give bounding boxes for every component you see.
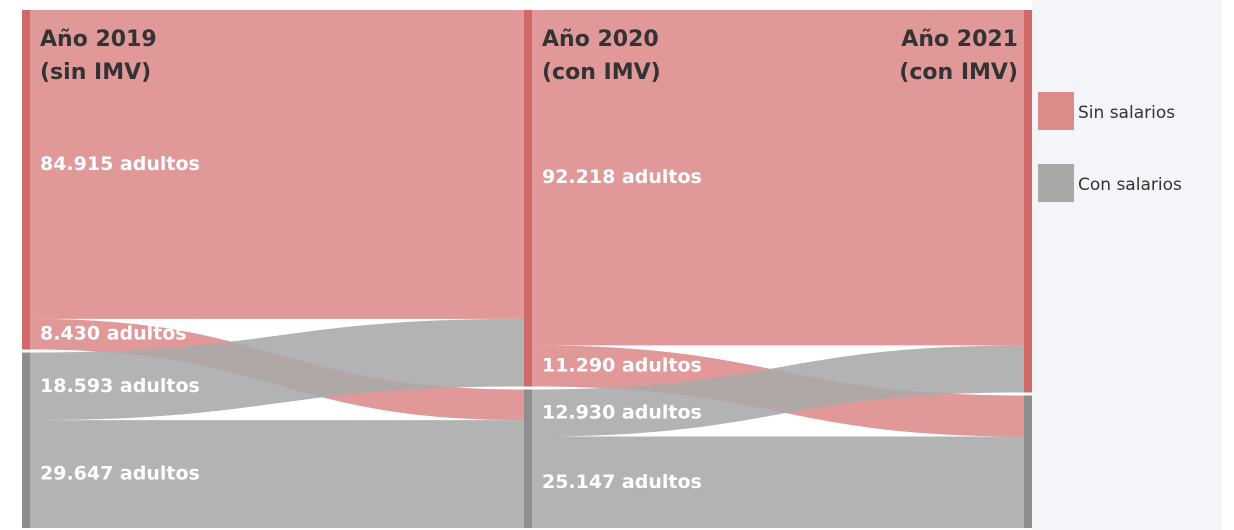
flow-label: 29.647 adultos: [40, 463, 200, 485]
legend-swatch: [1038, 92, 1074, 130]
stage-label: Año 2021: [901, 27, 1018, 52]
flow: [30, 10, 524, 319]
node: [22, 352, 30, 528]
stage-label: Año 2020: [542, 27, 659, 52]
flow-label: 18.593 adultos: [40, 375, 200, 397]
node: [524, 10, 532, 387]
stage-label: (con IMV): [899, 60, 1018, 85]
flow: [532, 345, 1024, 437]
stage-label: (con IMV): [542, 60, 661, 85]
flow: [30, 420, 524, 528]
flow-label: 12.930 adultos: [542, 402, 702, 424]
node: [1024, 10, 1032, 393]
flow-label: 84.915 adultos: [40, 153, 200, 175]
legend-label: Con salarios: [1078, 175, 1182, 195]
flow-label: 8.430 adultos: [40, 323, 187, 345]
node: [1024, 395, 1032, 528]
flow: [30, 318, 524, 421]
flow: [532, 10, 1024, 346]
node: [22, 10, 30, 350]
legend-label: Sin salarios: [1078, 103, 1175, 123]
flow: [532, 436, 1024, 528]
stage-label: Año 2019: [40, 27, 157, 52]
legend-swatch: [1038, 164, 1074, 202]
legend-panel: [1032, 0, 1222, 530]
flow-label: 92.218 adultos: [542, 166, 702, 188]
stage-label: (sin IMV): [40, 60, 151, 85]
flow-label: 11.290 adultos: [542, 354, 702, 376]
flow-label: 25.147 adultos: [542, 471, 702, 493]
node: [524, 389, 532, 528]
